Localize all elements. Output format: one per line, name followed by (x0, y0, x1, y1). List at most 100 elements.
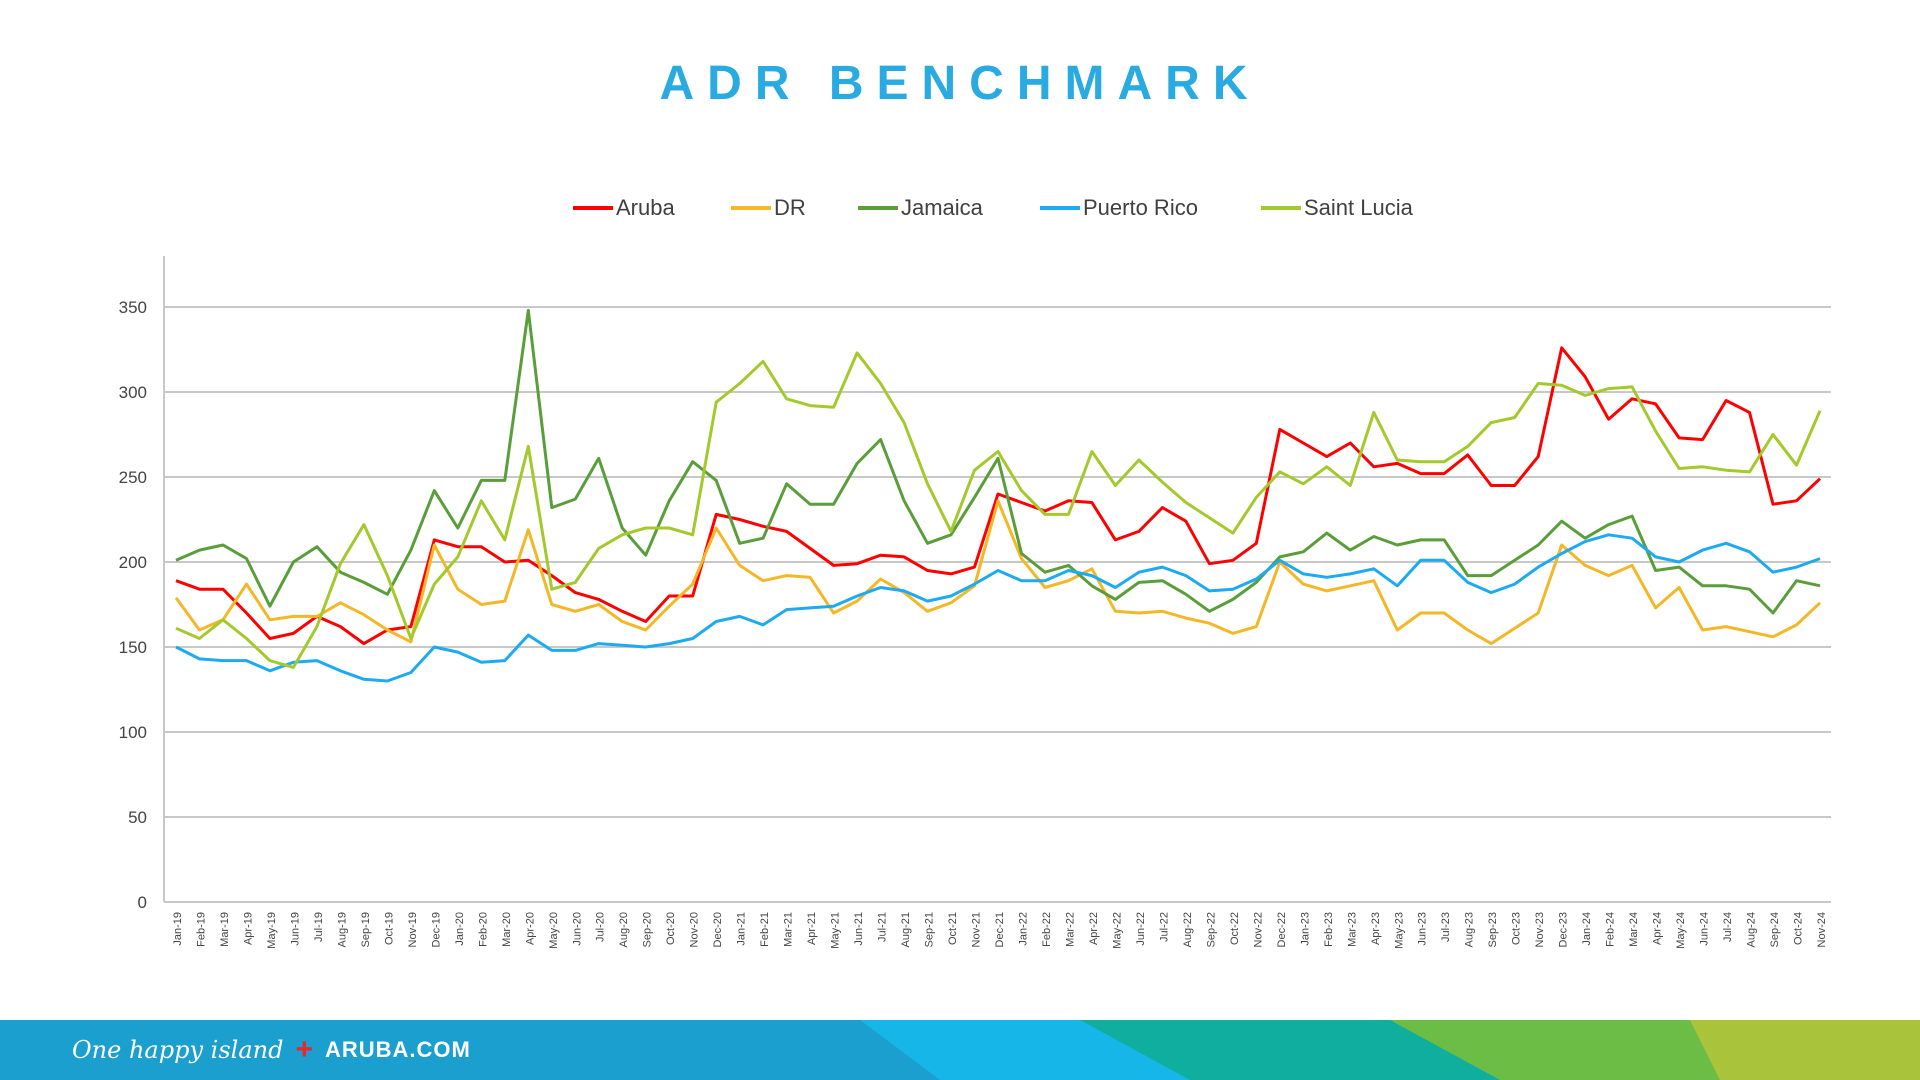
x-tick-label: Nov-22 (1252, 912, 1264, 947)
x-tick-label: Jan-20 (454, 912, 466, 946)
y-tick-label: 300 (119, 383, 147, 402)
x-tick-label: Feb-24 (1605, 912, 1617, 947)
legend-item-aruba: Aruba (573, 195, 675, 220)
x-tick-label: Jun-20 (571, 912, 583, 946)
x-tick-label: Feb-22 (1041, 912, 1053, 947)
x-tick-label: Mar-24 (1628, 912, 1640, 947)
y-tick-label: 350 (119, 298, 147, 317)
x-tick-label: Jan-22 (1017, 912, 1029, 946)
chart-title: ADR BENCHMARK (659, 57, 1261, 110)
x-tick-label: May-22 (1111, 912, 1123, 949)
x-tick-label: Nov-24 (1816, 912, 1828, 947)
x-tick-label: Jun-21 (853, 912, 865, 946)
x-tick-label: Aug-20 (618, 912, 630, 947)
x-tick-label: Sep-20 (642, 912, 654, 947)
x-tick-label: Aug-19 (336, 912, 348, 947)
footer-band-lime (1690, 1020, 1920, 1080)
x-tick-label: May-21 (830, 912, 842, 949)
x-tick-label: Sep-19 (360, 912, 372, 947)
x-tick-label: Oct-20 (665, 912, 677, 945)
x-tick-label: Mar-20 (501, 912, 513, 947)
legend-item-jamaica: Jamaica (858, 195, 984, 220)
x-tick-label: Apr-20 (524, 912, 536, 945)
x-tick-label: May-19 (266, 912, 278, 949)
x-tick-label: Sep-22 (1205, 912, 1217, 947)
x-tick-label: Jun-24 (1699, 912, 1711, 946)
x-tick-label: Oct-23 (1511, 912, 1523, 945)
x-tick-label: Oct-21 (947, 912, 959, 945)
x-tick-label: Mar-21 (783, 912, 795, 947)
x-tick-label: Apr-23 (1370, 912, 1382, 945)
x-tick-label: Sep-21 (924, 912, 936, 947)
x-tick-label: Aug-22 (1182, 912, 1194, 947)
series-line-puerto-rico (175, 533, 1821, 683)
x-tick-label: Dec-23 (1558, 912, 1570, 947)
x-tick-label: Apr-22 (1088, 912, 1100, 945)
x-tick-label: Jul-20 (595, 912, 607, 942)
x-tick-label: Jul-22 (1158, 912, 1170, 942)
x-tick-label: Apr-24 (1652, 912, 1664, 945)
x-tick-label: Jan-24 (1581, 912, 1593, 946)
series-line-aruba (175, 346, 1822, 646)
x-tick-label: Nov-23 (1534, 912, 1546, 947)
legend-label: DR (774, 195, 806, 220)
x-tick-label: Mar-23 (1346, 912, 1358, 947)
x-tick-label: Dec-19 (430, 912, 442, 947)
x-tick-label: Nov-20 (689, 912, 701, 947)
series-line-dr (174, 499, 1822, 646)
x-tick-label: Jul-24 (1722, 912, 1734, 942)
x-tick-label: Jan-19 (172, 912, 184, 946)
legend-label: Puerto Rico (1083, 195, 1198, 220)
x-tick-label: Nov-21 (971, 912, 983, 947)
footer-banner: One happy island + ARUBA.COM (0, 1020, 1920, 1080)
x-tick-label: Feb-19 (195, 912, 207, 947)
x-tick-label: Jun-19 (289, 912, 301, 946)
x-tick-label: Jun-22 (1135, 912, 1147, 946)
x-tick-label: May-23 (1393, 912, 1405, 949)
x-tick-label: May-24 (1675, 912, 1687, 949)
x-tick-label: Sep-23 (1487, 912, 1499, 947)
x-tick-label: Jul-21 (877, 912, 889, 942)
x-tick-label: Dec-22 (1276, 912, 1288, 947)
x-tick-label: Jul-19 (313, 912, 325, 942)
x-tick-label: Mar-22 (1064, 912, 1076, 947)
x-tick-label: Oct-24 (1793, 912, 1805, 945)
x-tick-label: Sep-24 (1769, 912, 1781, 947)
series-line-saint-lucia (175, 351, 1822, 669)
y-tick-label: 200 (119, 553, 147, 572)
x-tick-label: Nov-19 (407, 912, 419, 947)
x-tick-label: Dec-20 (712, 912, 724, 947)
x-tick-label: Apr-19 (242, 912, 254, 945)
x-tick-label: Feb-21 (759, 912, 771, 947)
x-tick-label: Feb-23 (1323, 912, 1335, 947)
x-tick-label: Aug-21 (900, 912, 912, 947)
x-tick-label: Aug-24 (1746, 912, 1758, 947)
footer-site-link[interactable]: ARUBA.COM (324, 1037, 471, 1062)
y-tick-label: 100 (119, 723, 147, 742)
y-tick-label: 50 (128, 808, 147, 827)
legend-item-puerto-rico: Puerto Rico (1040, 195, 1198, 220)
x-tick-label: Apr-21 (806, 912, 818, 945)
plus-icon: + (295, 1033, 313, 1066)
x-tick-label: Jan-23 (1299, 912, 1311, 946)
y-tick-label: 250 (119, 468, 147, 487)
series-line-jamaica (175, 308, 1821, 615)
x-tick-label: Dec-21 (994, 912, 1006, 947)
x-tick-label: Oct-19 (383, 912, 395, 945)
y-tick-label: 0 (138, 893, 147, 912)
x-tick-label: Mar-19 (219, 912, 231, 947)
legend-label: Saint Lucia (1304, 195, 1414, 220)
y-tick-label: 150 (119, 638, 147, 657)
legend-label: Aruba (616, 195, 675, 220)
x-tick-label: Jun-23 (1417, 912, 1429, 946)
x-tick-label: Oct-22 (1229, 912, 1241, 945)
legend-item-dr: DR (731, 195, 806, 220)
legend-item-saint-lucia: Saint Lucia (1261, 195, 1414, 220)
footer-tagline: One happy island (72, 1036, 284, 1064)
x-tick-label: Aug-23 (1464, 912, 1476, 947)
line-chart: 0 50 100 150 200 250 300 350 Jan-19 Feb-19 Mar-19… (119, 195, 1831, 949)
x-tick-label: Jan-21 (736, 912, 748, 946)
x-tick-label: May-20 (548, 912, 560, 949)
footer-text-row: One happy island + ARUBA.COM (72, 1020, 471, 1080)
x-tick-label: Jul-23 (1440, 912, 1452, 942)
